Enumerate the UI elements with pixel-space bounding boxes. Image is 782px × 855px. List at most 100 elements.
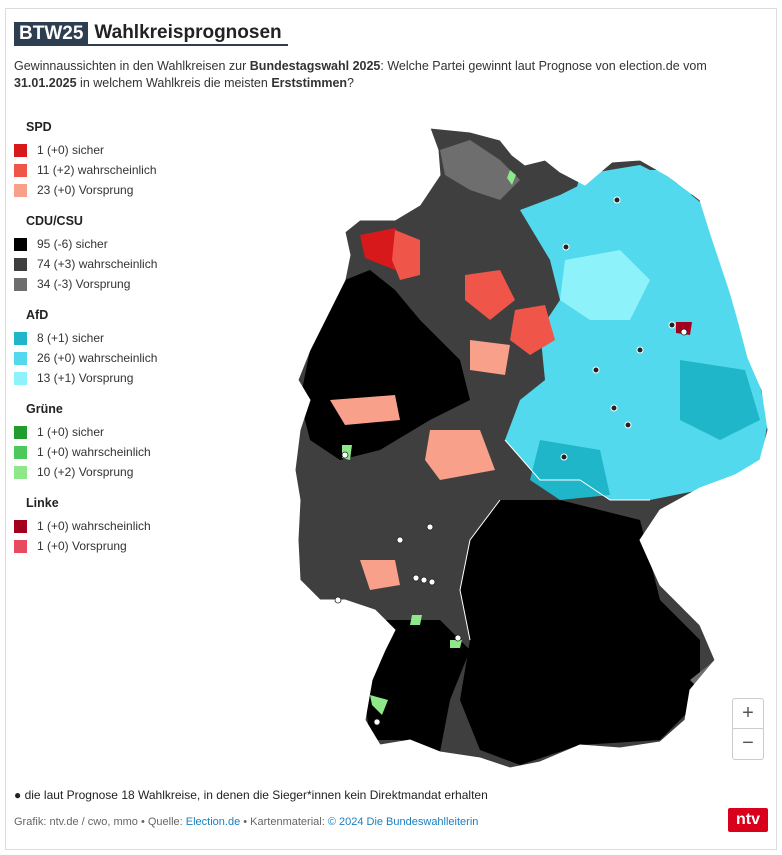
legend-party-label: SPD — [26, 120, 52, 134]
spd-vorsprung-hesse — [425, 430, 495, 480]
legend-label: 95 (-6) sicher — [37, 237, 108, 251]
spd-wahrsch-region-2 — [510, 305, 555, 355]
zoom-out-button[interactable]: − — [742, 732, 754, 754]
legend-label: 1 (+0) wahrscheinlich — [37, 519, 151, 533]
source-link-bundeswahlleiterin[interactable]: © 2024 Die Bundeswahlleiterin — [327, 816, 479, 828]
legend-label: 1 (+0) Vorsprung — [37, 539, 127, 553]
source-text: Grafik: ntv.de / cwo, mmo • Quelle: — [14, 816, 186, 828]
legend-party-label: Linke — [26, 496, 59, 510]
legend-swatch — [14, 331, 27, 345]
legend-label: 34 (-3) Vorsprung — [37, 277, 131, 291]
legend-row: 95 (-6) sicher — [14, 234, 194, 254]
legend-label: 13 (+1) Vorsprung — [37, 371, 134, 385]
marker-dot — [610, 404, 618, 412]
marker-dot — [454, 634, 462, 642]
marker-dot — [420, 576, 428, 584]
subtitle-text: ? — [347, 76, 354, 90]
legend-party-label: CDU/CSU — [26, 214, 83, 228]
afd-sicher-thuringia — [530, 440, 610, 500]
legend-swatch — [14, 143, 27, 157]
zoom-in-button[interactable]: + — [733, 699, 763, 729]
germany-outline — [294, 127, 769, 769]
csu-region-bavaria — [460, 500, 700, 765]
legend-row: 10 (+2) Vorsprung — [14, 462, 194, 482]
marker-dot — [592, 366, 600, 374]
marker-dot — [560, 453, 568, 461]
legend-label: 10 (+2) Vorsprung — [37, 465, 134, 479]
gruene-karlsruhe — [410, 615, 422, 625]
gruene-kiel — [507, 170, 516, 185]
marker-dot — [668, 321, 676, 329]
state-border — [504, 439, 650, 501]
marker-dot — [624, 421, 632, 429]
afd-sicher-saxony — [680, 360, 760, 440]
marker-dot — [373, 718, 381, 726]
subtitle-bold: Erststimmen — [271, 76, 348, 90]
legend-group-linke: Linke 1 (+0) wahrscheinlich 1 (+0) Vorsp… — [14, 496, 194, 556]
subtitle-text: Gewinnaussichten in den Wahlkreisen zur — [14, 59, 250, 73]
source-text: • Kartenmaterial: — [240, 816, 328, 828]
legend-row: 1 (+0) Vorsprung — [14, 536, 194, 556]
legend-row: 8 (+1) sicher — [14, 328, 194, 348]
subtitle-bold: 31.01.2025 — [14, 76, 77, 90]
afd-region-mv — [570, 165, 705, 255]
legend-swatch — [14, 371, 27, 385]
source-link-election[interactable]: Election.de — [185, 816, 241, 828]
legend-swatch — [14, 519, 27, 533]
legend-row: 26 (+0) wahrscheinlich — [14, 348, 194, 368]
marker-dot — [680, 328, 688, 336]
subtitle-text: in welchem Wahlkreis die meisten — [76, 76, 272, 90]
linke-berlin — [676, 322, 692, 335]
legend-label: 1 (+0) sicher — [37, 143, 105, 157]
legend-label: 23 (+0) Vorsprung — [37, 183, 134, 197]
legend-row: 11 (+2) wahrscheinlich — [14, 160, 194, 180]
legend-group-cdu: CDU/CSU 95 (-6) sicher 74 (+3) wahrschei… — [14, 214, 194, 294]
subtitle: Gewinnaussichten in den Wahlkreisen zur … — [14, 58, 769, 92]
legend-swatch — [14, 237, 27, 251]
legend-swatch — [14, 163, 27, 177]
marker-dot — [426, 523, 434, 531]
legend-swatch — [14, 539, 27, 553]
legend-swatch — [14, 257, 27, 271]
legend-row: 74 (+3) wahrscheinlich — [14, 254, 194, 274]
no-direct-mandate-markers-west — [334, 328, 688, 726]
spd-vorsprung-ruhr — [330, 395, 400, 425]
spd-vorsprung-region — [470, 340, 510, 375]
legend-swatch — [14, 183, 27, 197]
afd-vorsprung-region — [560, 250, 650, 320]
legend-label: 8 (+1) sicher — [37, 331, 105, 345]
title-badge: BTW25 — [14, 22, 89, 46]
spd-wahrsch-region — [392, 230, 420, 280]
germany-map[interactable] — [280, 110, 780, 775]
marker-dot — [636, 346, 644, 354]
legend-swatch — [14, 465, 27, 479]
ntv-logo: ntv — [728, 808, 768, 832]
legend-row: 34 (-3) Vorsprung — [14, 274, 194, 294]
legend-swatch — [14, 445, 27, 459]
cdu-sicher-bw — [365, 620, 470, 752]
marker-dot — [396, 536, 404, 544]
legend-label: 11 (+2) wahrscheinlich — [37, 163, 157, 177]
legend-row: 1 (+0) wahrscheinlich — [14, 442, 194, 462]
legend-party-label: Grüne — [26, 402, 63, 416]
legend-label: 1 (+0) wahrscheinlich — [37, 445, 151, 459]
legend-group-gruene: Grüne 1 (+0) sicher 1 (+0) wahrscheinlic… — [14, 402, 194, 482]
marker-dot — [428, 578, 436, 586]
spd-wahrsch-hannover — [465, 270, 515, 320]
legend-group-afd: AfD 8 (+1) sicher 26 (+0) wahrscheinlich… — [14, 308, 194, 388]
legend-row: 13 (+1) Vorsprung — [14, 368, 194, 388]
cdu-vorsprung-sh — [440, 140, 520, 200]
legend-swatch — [14, 351, 27, 365]
legend-group-spd: SPD 1 (+0) sicher 11 (+2) wahrscheinlich… — [14, 120, 194, 200]
subtitle-text: : Welche Partei gewinnt laut Prognose vo… — [380, 59, 707, 73]
source-line: Grafik: ntv.de / cwo, mmo • Quelle: Elec… — [14, 816, 478, 828]
legend-swatch — [14, 277, 27, 291]
state-border — [459, 499, 501, 641]
marker-dot — [562, 243, 570, 251]
legend-row: 1 (+0) sicher — [14, 422, 194, 442]
marker-dot — [334, 596, 342, 604]
no-direct-mandate-markers — [560, 196, 676, 461]
page-title: Wahlkreisprognosen — [88, 22, 288, 46]
legend-party-label: AfD — [26, 308, 49, 322]
subtitle-bold: Bundestagswahl 2025 — [249, 59, 381, 73]
